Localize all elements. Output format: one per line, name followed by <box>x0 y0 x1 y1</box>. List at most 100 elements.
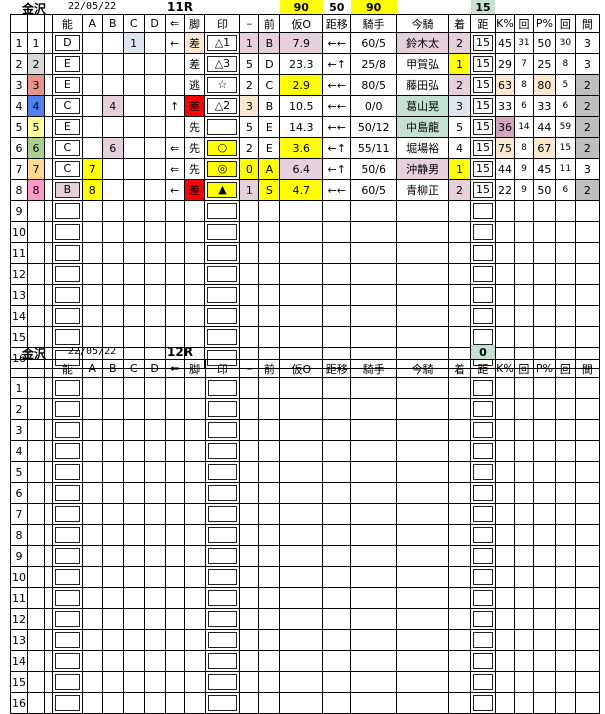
cell-c[interactable] <box>122 545 145 567</box>
cell-jockey[interactable] <box>396 242 450 264</box>
cell-finish[interactable]: 2 <box>448 74 471 96</box>
cell-jockey-stats[interactable]: 60/5 <box>350 179 398 201</box>
cell-style[interactable] <box>183 608 206 630</box>
cell-arrow[interactable] <box>164 263 185 285</box>
cell-finish[interactable]: 3 <box>448 95 471 117</box>
cell-b[interactable] <box>101 566 124 588</box>
cell-d[interactable] <box>143 305 166 327</box>
cell-jockey-stats[interactable] <box>350 263 398 285</box>
cell-horse-number[interactable] <box>26 377 45 399</box>
cell-b[interactable] <box>101 284 124 306</box>
cell-distance-change[interactable]: ←← <box>322 32 352 54</box>
cell-k-count[interactable]: 7 <box>513 53 534 75</box>
cell-style[interactable]: 先 <box>183 158 206 180</box>
cell-interval[interactable] <box>574 503 601 525</box>
cell-k-count[interactable] <box>513 200 534 222</box>
cell-c[interactable] <box>122 116 145 138</box>
cell-k-pct[interactable] <box>494 524 515 546</box>
cell-p-count[interactable] <box>554 524 576 546</box>
cell-k-count[interactable] <box>513 377 534 399</box>
cell-jockey[interactable] <box>396 587 450 609</box>
cell-b[interactable] <box>101 221 124 243</box>
cell-arrow[interactable] <box>164 524 185 546</box>
cell-style[interactable] <box>183 566 206 588</box>
cell-distance[interactable] <box>470 545 496 567</box>
cell-p-pct[interactable] <box>532 200 556 222</box>
cell-p-count[interactable]: 8 <box>554 53 576 75</box>
cell-arrow[interactable] <box>164 545 185 567</box>
cell-dash[interactable] <box>239 671 260 693</box>
cell-mark[interactable] <box>204 377 241 399</box>
cell-interval[interactable] <box>574 419 601 441</box>
cell-row-number[interactable]: 9 <box>10 545 28 567</box>
cell-interval[interactable] <box>574 629 601 651</box>
cell-interval[interactable] <box>574 545 601 567</box>
cell-a[interactable]: 8 <box>81 179 103 201</box>
cell-p-count[interactable] <box>554 671 576 693</box>
cell-row-number[interactable]: 11 <box>10 242 28 264</box>
cell-k-pct[interactable] <box>494 587 515 609</box>
cell-ability[interactable] <box>51 200 83 222</box>
cell-k-count[interactable]: 9 <box>513 179 534 201</box>
cell-ability[interactable] <box>51 440 83 462</box>
cell-b[interactable]: 6 <box>101 137 124 159</box>
cell-jockey[interactable] <box>396 692 450 714</box>
cell-distance[interactable] <box>470 608 496 630</box>
cell-prev[interactable] <box>258 263 281 285</box>
cell-gap[interactable] <box>43 482 53 504</box>
cell-d[interactable] <box>143 608 166 630</box>
cell-k-pct[interactable]: 29 <box>494 53 515 75</box>
cell-dash[interactable] <box>239 503 260 525</box>
cell-p-pct[interactable] <box>532 398 556 420</box>
cell-b[interactable] <box>101 116 124 138</box>
cell-kari-o[interactable] <box>279 524 324 546</box>
cell-a[interactable] <box>81 32 103 54</box>
cell-distance[interactable]: 15 <box>470 32 496 54</box>
cell-distance-change[interactable] <box>322 221 352 243</box>
cell-a[interactable] <box>81 221 103 243</box>
cell-k-pct[interactable] <box>494 377 515 399</box>
cell-k-pct[interactable] <box>494 566 515 588</box>
cell-distance-change[interactable] <box>322 629 352 651</box>
cell-kari-o[interactable]: 2.9 <box>279 74 324 96</box>
cell-horse-number[interactable] <box>26 524 45 546</box>
cell-dash[interactable] <box>239 284 260 306</box>
cell-kari-o[interactable] <box>279 221 324 243</box>
cell-dash[interactable]: 3 <box>239 95 260 117</box>
cell-arrow[interactable]: ↑ <box>164 95 185 117</box>
cell-gap[interactable] <box>43 284 53 306</box>
cell-c[interactable] <box>122 95 145 117</box>
cell-distance-change[interactable] <box>322 377 352 399</box>
cell-mark[interactable]: △2 <box>204 95 241 117</box>
cell-arrow[interactable] <box>164 566 185 588</box>
cell-kari-o[interactable] <box>279 671 324 693</box>
cell-row-number[interactable]: 10 <box>10 566 28 588</box>
cell-p-count[interactable]: 11 <box>554 158 576 180</box>
cell-kari-o[interactable] <box>279 692 324 714</box>
cell-p-pct[interactable]: 67 <box>532 137 556 159</box>
cell-arrow[interactable] <box>164 587 185 609</box>
cell-dash[interactable]: 0 <box>239 158 260 180</box>
cell-mark[interactable] <box>204 326 241 348</box>
cell-kari-o[interactable] <box>279 398 324 420</box>
cell-style[interactable] <box>183 398 206 420</box>
cell-dash[interactable] <box>239 608 260 630</box>
cell-style[interactable] <box>183 587 206 609</box>
cell-prev[interactable] <box>258 440 281 462</box>
cell-dash[interactable] <box>239 242 260 264</box>
cell-b[interactable] <box>101 545 124 567</box>
cell-mark[interactable] <box>204 116 241 138</box>
cell-a[interactable] <box>81 545 103 567</box>
cell-prev[interactable]: S <box>258 179 281 201</box>
cell-dash[interactable] <box>239 629 260 651</box>
cell-arrow[interactable]: ⇐ <box>164 158 185 180</box>
cell-arrow[interactable]: ⇐ <box>164 137 185 159</box>
cell-c[interactable] <box>122 74 145 96</box>
cell-style[interactable] <box>183 419 206 441</box>
cell-distance[interactable] <box>470 263 496 285</box>
cell-finish[interactable] <box>448 419 471 441</box>
cell-gap[interactable] <box>43 242 53 264</box>
cell-k-pct[interactable] <box>494 461 515 483</box>
cell-gap[interactable] <box>43 545 53 567</box>
cell-gap[interactable] <box>43 524 53 546</box>
